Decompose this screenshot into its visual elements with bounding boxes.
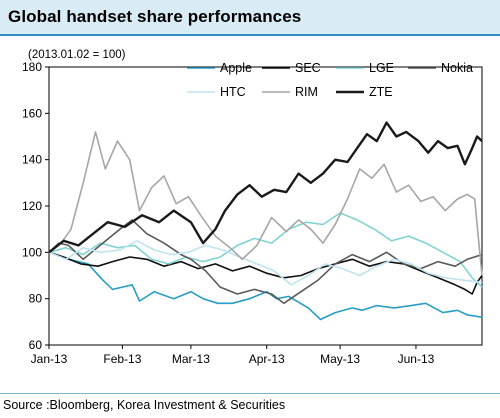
- legend-label: LGE: [369, 61, 394, 75]
- legend-label: HTC: [220, 85, 246, 99]
- plot-area: [48, 66, 483, 346]
- footer: Source :Bloomberg, Korea Investment & Se…: [0, 393, 500, 418]
- x-tick-label: Apr-13: [249, 352, 285, 366]
- y-tick-label: 120: [22, 199, 42, 213]
- legend: Apple SEC LGE Nokia HTC RIM ZTE: [187, 61, 473, 99]
- y-tick-label: 100: [22, 245, 42, 259]
- series-lines: [48, 121, 483, 321]
- legend-label: SEC: [295, 61, 321, 75]
- legend-label: Nokia: [441, 61, 473, 75]
- x-axis: Jan-13 Feb-13 Mar-13 Apr-13 May-13 Jun-13: [31, 345, 435, 366]
- chart-title: Global handset share performances: [8, 7, 302, 26]
- series-line-lge: [48, 212, 483, 288]
- x-tick-label: May-13: [320, 352, 360, 366]
- y-tick-label: 80: [29, 292, 43, 306]
- series-line-sec: [48, 251, 483, 295]
- x-tick-label: Jan-13: [31, 352, 68, 366]
- plot-border: [48, 66, 483, 346]
- series-line-rim: [48, 131, 483, 276]
- series-line-nokia: [48, 219, 483, 305]
- legend-label: RIM: [295, 85, 318, 99]
- x-tick-label: Mar-13: [172, 352, 210, 366]
- line-chart: (2013.01.02 = 100) 60 80 100 120 140 160 180 J…: [22, 49, 483, 366]
- series-line-apple: [48, 251, 483, 321]
- series-line-zte: [48, 121, 483, 254]
- series-line-htc: [48, 240, 483, 286]
- y-tick-label: 180: [22, 60, 42, 74]
- index-base-note: (2013.01.02 = 100): [28, 49, 126, 61]
- y-tick-label: 140: [22, 153, 42, 167]
- x-tick-label: Jun-13: [398, 352, 435, 366]
- x-tick-label: Feb-13: [103, 352, 141, 366]
- legend-label: Apple: [220, 61, 252, 75]
- y-tick-label: 60: [29, 338, 43, 352]
- source-note: Source :Bloomberg, Korea Investment & Se…: [3, 398, 286, 412]
- legend-label: ZTE: [369, 85, 393, 99]
- y-tick-label: 160: [22, 106, 42, 120]
- y-axis: 60 80 100 120 140 160 180: [22, 60, 49, 352]
- title-bar: Global handset share performances: [0, 0, 500, 36]
